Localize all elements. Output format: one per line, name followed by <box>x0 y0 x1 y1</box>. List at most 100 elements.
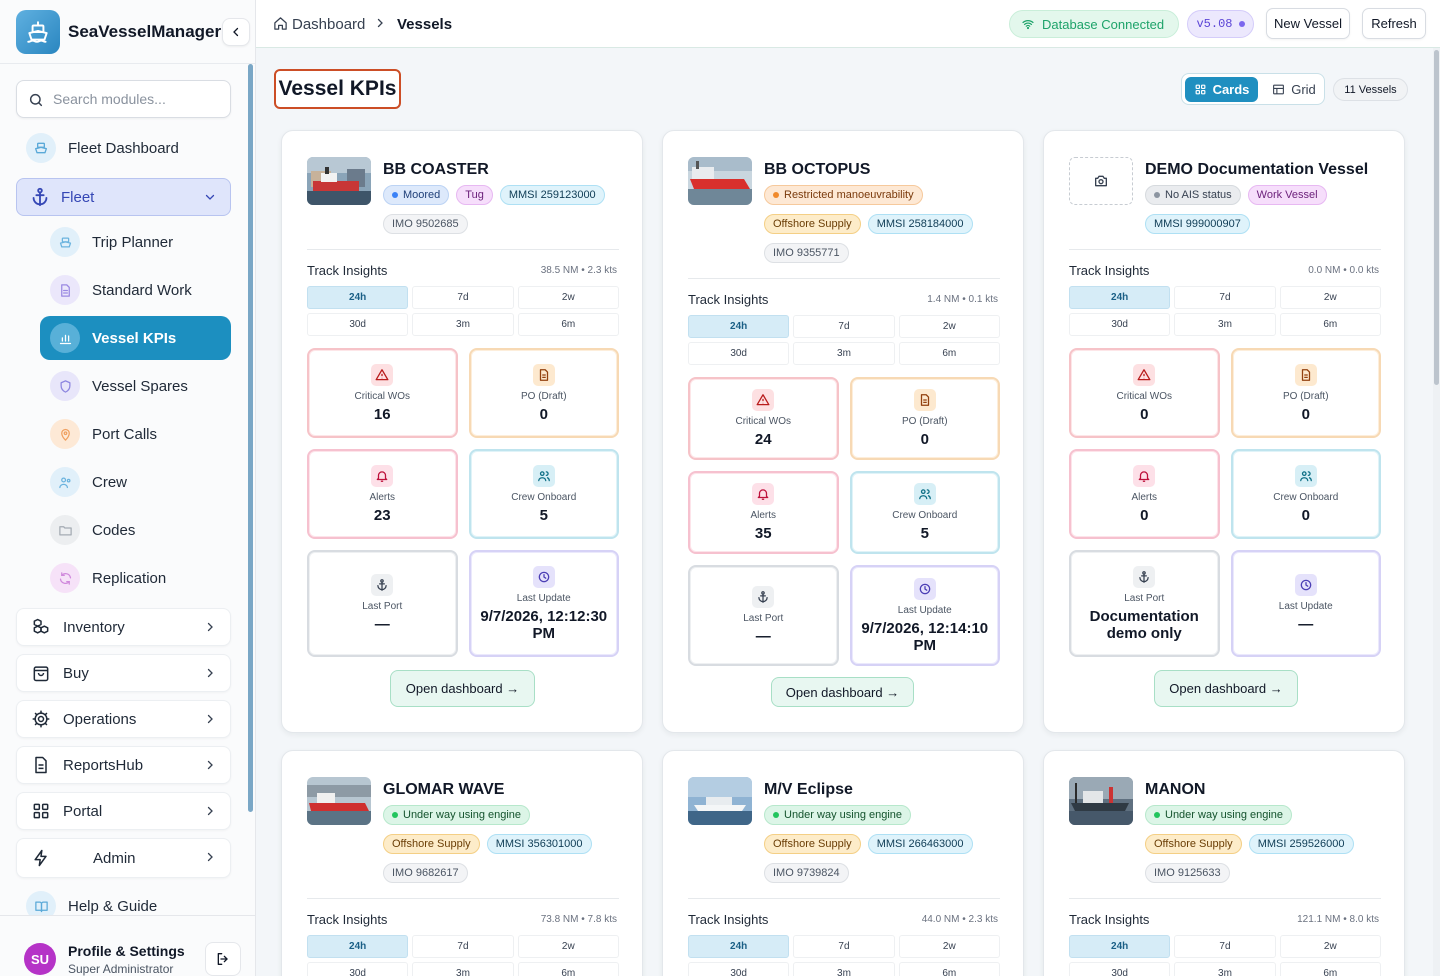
range-6m-button[interactable]: 6m <box>1279 313 1381 336</box>
range-3m-button[interactable]: 3m <box>412 962 514 976</box>
page-scrollbar-track[interactable] <box>1433 48 1440 976</box>
nav-label: Port Calls <box>92 425 158 443</box>
nav-fleet-dashboard[interactable]: Fleet Dashboard <box>26 128 179 168</box>
range-6m-button[interactable]: 6m <box>517 313 619 336</box>
collapse-sidebar-button[interactable] <box>222 18 250 46</box>
range-3m-button[interactable]: 3m <box>1174 313 1276 336</box>
range-6m-button[interactable]: 6m <box>517 962 619 976</box>
kpi-last-update[interactable]: Last Update 9/7/2026, 12:12:30 PM <box>468 550 619 657</box>
sidebar-scrollbar-thumb[interactable] <box>248 64 253 812</box>
range-3m-button[interactable]: 3m <box>412 313 514 336</box>
range-6m-button[interactable]: 6m <box>898 342 1000 365</box>
kpi-last-update[interactable]: Last Update — <box>1230 550 1381 657</box>
chevron-right-icon <box>374 17 386 29</box>
nav-replication[interactable]: Replication <box>50 558 166 598</box>
range-2w-button[interactable]: 2w <box>1279 935 1381 958</box>
refresh-button[interactable]: Refresh <box>1362 8 1426 39</box>
nav-trip-planner[interactable]: Trip Planner <box>50 222 173 262</box>
search-input[interactable] <box>53 89 223 109</box>
range-2w-button[interactable]: 2w <box>517 935 619 958</box>
kpi-critical-wos[interactable]: Critical WOs 16 <box>307 348 458 438</box>
nav-crew[interactable]: Crew <box>50 462 127 502</box>
divider <box>307 898 619 899</box>
range-7d-button[interactable]: 7d <box>1174 286 1276 309</box>
page-scrollbar-thumb[interactable] <box>1434 50 1439 385</box>
range-24h-button[interactable]: 24h <box>688 935 790 958</box>
range-7d-button[interactable]: 7d <box>412 935 514 958</box>
range-30d-button[interactable]: 30d <box>307 313 409 336</box>
kpi-alerts[interactable]: Alerts 23 <box>307 449 458 539</box>
nav-port-calls[interactable]: Port Calls <box>50 414 157 454</box>
kpi-po-draft[interactable]: PO (Draft) 0 <box>1230 348 1381 438</box>
range-24h-button[interactable]: 24h <box>307 286 409 309</box>
view-grid-button[interactable]: Grid <box>1266 77 1322 102</box>
range-30d-button[interactable]: 30d <box>688 962 790 976</box>
kpi-last-port[interactable]: Last Port Documentation demo only <box>1069 550 1220 657</box>
kpi-last-port[interactable]: Last Port — <box>307 550 458 657</box>
avatar[interactable]: SU <box>24 943 56 975</box>
kpi-last-port[interactable]: Last Port — <box>688 565 839 666</box>
nav-reportshub[interactable]: ReportsHub <box>16 746 231 784</box>
range-24h-button[interactable]: 24h <box>307 935 409 958</box>
nav-standard-work[interactable]: Standard Work <box>50 270 192 310</box>
divider <box>1069 249 1381 250</box>
range-30d-button[interactable]: 30d <box>1069 313 1171 336</box>
range-7d-button[interactable]: 7d <box>412 286 514 309</box>
kpi-crew-onboard[interactable]: Crew Onboard 5 <box>849 471 1000 554</box>
breadcrumb-dashboard[interactable]: Dashboard <box>292 16 366 33</box>
search-modules-field[interactable] <box>16 80 231 118</box>
range-6m-button[interactable]: 6m <box>1279 962 1381 976</box>
vessel-card: DEMO Documentation Vessel No AIS status … <box>1043 130 1405 733</box>
kpi-critical-wos[interactable]: Critical WOs 0 <box>1069 348 1220 438</box>
range-30d-button[interactable]: 30d <box>688 342 790 365</box>
nav-buy[interactable]: Buy <box>16 654 231 692</box>
range-7d-button[interactable]: 7d <box>793 935 895 958</box>
range-7d-button[interactable]: 7d <box>1174 935 1276 958</box>
range-3m-button[interactable]: 3m <box>1174 962 1276 976</box>
logout-button[interactable] <box>205 942 241 976</box>
nav-admin[interactable]: Admin <box>16 838 231 878</box>
range-24h-button[interactable]: 24h <box>688 315 790 338</box>
range-24h-button[interactable]: 24h <box>1069 935 1171 958</box>
range-2w-button[interactable]: 2w <box>898 315 1000 338</box>
open-dashboard-button[interactable]: Open dashboard → <box>1154 670 1298 707</box>
profile-role: Super Administrator <box>68 962 174 976</box>
kpi-critical-wos[interactable]: Critical WOs 24 <box>688 377 839 460</box>
profile-section[interactable]: SU Profile & Settings Super Administrato… <box>0 915 255 976</box>
vessel-name: BB OCTOPUS <box>764 161 871 178</box>
range-3m-button[interactable]: 3m <box>793 962 895 976</box>
home-icon[interactable] <box>273 16 288 31</box>
range-24h-button[interactable]: 24h <box>1069 286 1171 309</box>
range-2w-button[interactable]: 2w <box>898 935 1000 958</box>
nav-inventory[interactable]: Inventory <box>16 608 231 646</box>
kpi-crew-onboard[interactable]: Crew Onboard 5 <box>468 449 619 539</box>
nav-vessel-kpis[interactable]: Vessel KPIs <box>40 316 231 360</box>
range-6m-button[interactable]: 6m <box>898 962 1000 976</box>
kpi-alerts[interactable]: Alerts 35 <box>688 471 839 554</box>
view-cards-button[interactable]: Cards <box>1185 77 1258 102</box>
new-vessel-button[interactable]: New Vessel <box>1266 8 1350 39</box>
profile-name[interactable]: Profile & Settings <box>68 943 185 959</box>
range-2w-button[interactable]: 2w <box>1279 286 1381 309</box>
open-dashboard-button[interactable]: Open dashboard → <box>390 670 535 707</box>
nav-label: Crew <box>92 473 128 491</box>
nav-fleet-group[interactable]: Fleet <box>16 178 231 216</box>
nav-vessel-spares[interactable]: Vessel Spares <box>50 366 188 406</box>
kpi-po-draft[interactable]: PO (Draft) 0 <box>468 348 619 438</box>
kpi-po-draft[interactable]: PO (Draft) 0 <box>849 377 1000 460</box>
nav-portal[interactable]: Portal <box>16 792 231 830</box>
open-dashboard-button[interactable]: Open dashboard → <box>771 677 914 707</box>
nav-operations[interactable]: Operations <box>16 700 231 738</box>
range-7d-button[interactable]: 7d <box>793 315 895 338</box>
users-icon <box>50 467 80 497</box>
range-30d-button[interactable]: 30d <box>1069 962 1171 976</box>
status-badge: Under way using engine <box>383 805 531 825</box>
document-icon <box>532 363 555 386</box>
kpi-alerts[interactable]: Alerts 0 <box>1069 449 1220 539</box>
range-2w-button[interactable]: 2w <box>517 286 619 309</box>
kpi-crew-onboard[interactable]: Crew Onboard 0 <box>1230 449 1381 539</box>
range-3m-button[interactable]: 3m <box>793 342 895 365</box>
kpi-last-update[interactable]: Last Update 9/7/2026, 12:14:10 PM <box>849 565 1000 666</box>
nav-codes[interactable]: Codes <box>50 510 135 550</box>
range-30d-button[interactable]: 30d <box>307 962 409 976</box>
